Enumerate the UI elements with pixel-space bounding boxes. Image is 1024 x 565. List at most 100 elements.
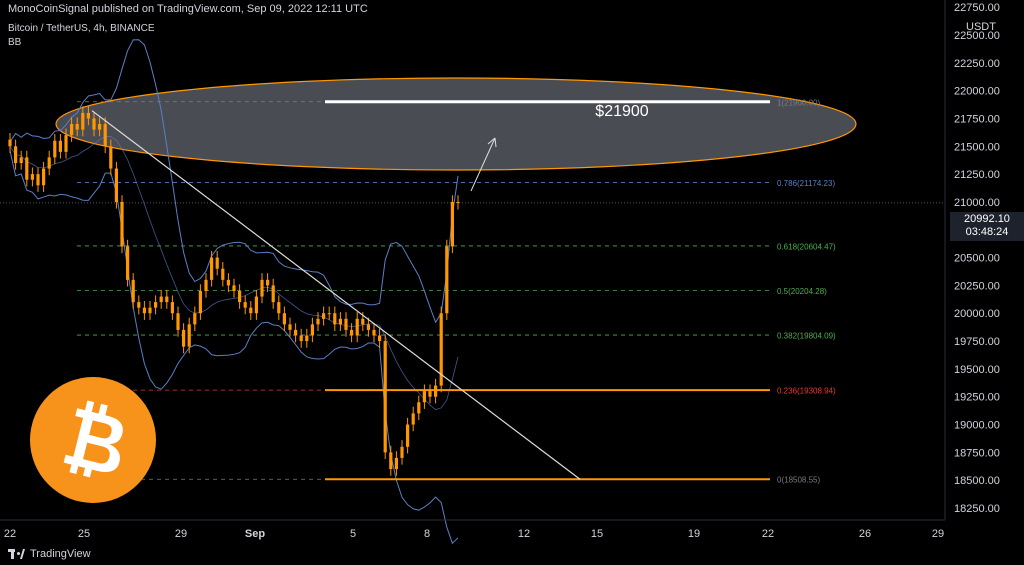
price-tick-label: 20500.00 <box>954 253 1000 265</box>
price-tick-label: 20250.00 <box>954 280 1000 292</box>
candle-body <box>64 135 68 152</box>
price-tick-label: 18500.00 <box>954 475 1000 487</box>
candle-body <box>30 174 34 180</box>
candle-body <box>361 318 365 325</box>
candle-body <box>98 124 102 130</box>
candle-body <box>238 290 242 303</box>
candle-body <box>232 285 236 291</box>
candle-body <box>81 112 85 130</box>
candle-body <box>389 452 393 470</box>
price-axis-unit: USDT <box>966 21 996 33</box>
tradingview-label: TradingView <box>30 548 91 560</box>
candle-body <box>14 146 18 163</box>
candle-body <box>316 318 320 325</box>
time-tick-label: 22 <box>4 528 16 540</box>
tradingview-logo-icon <box>8 549 26 559</box>
price-tick-label: 20000.00 <box>954 308 1000 320</box>
fib-level-label: 0.5(20204.28) <box>777 287 827 296</box>
candle-body <box>378 335 382 342</box>
last-price-tag: 20992.10 03:48:24 <box>950 212 1024 241</box>
candle-body <box>47 157 51 169</box>
price-tick-label: 19250.00 <box>954 392 1000 404</box>
candle-body <box>187 324 191 347</box>
candle-body <box>310 324 314 336</box>
indicator-label[interactable]: BB <box>8 37 22 48</box>
candle-body <box>428 391 432 397</box>
candle-body <box>406 424 410 447</box>
candle-body <box>226 279 230 286</box>
candle-body <box>8 139 12 147</box>
target-label: $21900 <box>595 103 648 120</box>
candle-body <box>322 313 326 319</box>
candle-body <box>70 124 74 136</box>
price-tick-label: 19000.00 <box>954 420 1000 432</box>
time-tick-label: Sep <box>245 528 265 540</box>
drawings: $21900 <box>91 100 770 481</box>
price-tick-label: 18250.00 <box>954 503 1000 515</box>
time-tick-label: 5 <box>350 528 356 540</box>
candle-body <box>294 329 298 336</box>
projection-arrow-head <box>487 137 497 148</box>
candle-body <box>103 124 107 147</box>
candle-body <box>249 307 253 314</box>
bollinger-upper <box>9 39 459 324</box>
tradingview-brand[interactable]: TradingView <box>8 548 91 560</box>
bar-countdown: 03:48:24 <box>965 226 1009 238</box>
candle-body <box>159 296 163 303</box>
price-tick-label: 19500.00 <box>954 364 1000 376</box>
candle-body <box>422 391 426 403</box>
price-tick-label: 19750.00 <box>954 336 1000 348</box>
candle-body <box>42 168 46 186</box>
time-tick-label: 12 <box>518 528 530 540</box>
price-tick-label: 21000.00 <box>954 197 1000 209</box>
fib-level-label: 0.236(19308.94) <box>777 387 836 396</box>
published-caption: MonoCoinSignal published on TradingView.… <box>8 3 368 15</box>
time-tick-label: 22 <box>762 528 774 540</box>
fib-level-label: 0.618(20604.47) <box>777 242 836 251</box>
fib-level-label: 0.382(19804.09) <box>777 332 836 341</box>
price-tick-label: 22750.00 <box>954 2 1000 14</box>
time-axis[interactable]: 22 25 29 Sep 5 8 12 15 19 22 26 29 <box>0 519 945 540</box>
time-tick-label: 8 <box>424 528 430 540</box>
candle-body <box>126 246 130 280</box>
target-ellipse <box>55 77 857 171</box>
candle-body <box>350 329 354 336</box>
candle-body <box>411 413 415 425</box>
candle-body <box>170 302 174 314</box>
candle-body <box>19 157 23 163</box>
candle-body <box>176 313 180 330</box>
candle-body <box>182 329 186 347</box>
candle-body <box>53 140 57 158</box>
candle-body <box>277 302 281 314</box>
target-zone <box>55 77 857 171</box>
price-tick-label: 21500.00 <box>954 141 1000 153</box>
last-price: 20992.10 <box>964 213 1010 225</box>
price-tick-label: 18750.00 <box>954 447 1000 459</box>
bollinger-basis <box>9 136 459 411</box>
candle-body <box>305 335 309 342</box>
candle-body <box>327 313 331 315</box>
candle-body <box>288 324 292 330</box>
price-tick-label: 21250.00 <box>954 169 1000 181</box>
price-axis[interactable]: USDT 18250.00 18500.00 18750.00 19000.00 1925… <box>944 0 1024 544</box>
price-tick-label: 22250.00 <box>954 58 1000 70</box>
candle-body <box>394 457 398 470</box>
symbol-title[interactable]: Bitcoin / TetherUS, 4h, BINANCE <box>8 23 155 34</box>
bitcoin-logo-icon <box>30 377 156 503</box>
candle-body <box>154 302 158 308</box>
candle-body <box>450 201 454 247</box>
candle-body <box>193 313 197 325</box>
candle-body <box>137 302 141 308</box>
candle-body <box>58 140 62 152</box>
fib-level-label: 1(21900.00) <box>777 98 820 107</box>
time-tick-label: 26 <box>859 528 871 540</box>
footer-bar <box>0 544 1024 565</box>
candle-body <box>210 257 214 280</box>
candle-body <box>271 285 275 303</box>
candle-body <box>36 174 40 186</box>
candle-body <box>25 157 29 180</box>
candle-body <box>215 257 219 269</box>
projection-arrow <box>470 137 496 192</box>
candle-body <box>355 318 359 336</box>
